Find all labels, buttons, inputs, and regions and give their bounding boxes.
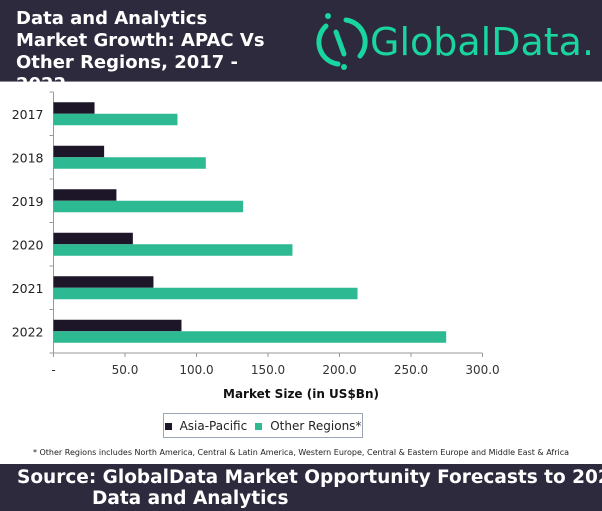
bar-asia-pacific-2019 <box>53 189 117 201</box>
x-tick-label: - <box>51 363 55 377</box>
y-tick-label: 2020 <box>12 237 44 252</box>
x-tick-label: 150.0 <box>251 363 285 377</box>
bar-asia-pacific-2017 <box>53 102 95 114</box>
legend-item-other-regions: Other Regions* <box>255 419 361 433</box>
bar-chart: 2017 2018 2019 2020 2021 2022 - 50.0 100.0 150.0 2… <box>12 91 500 377</box>
bar-other-regions-2021 <box>53 287 358 300</box>
bar-other-regions-2020 <box>53 244 293 256</box>
source-footer: Source: GlobalData Market Opportunity Fo… <box>0 464 602 511</box>
legend-item-asia-pacific: Asia-Pacific <box>164 419 247 433</box>
y-tick-label: 2021 <box>12 281 44 296</box>
y-tick-label: 2018 <box>12 150 44 165</box>
legend-swatch-other-regions <box>255 422 263 430</box>
source-line-2: Data and Analytics <box>92 488 289 509</box>
bar-asia-pacific-2021 <box>53 276 154 288</box>
globaldata-logo: GlobalData. <box>316 13 594 70</box>
logo-text: GlobalData. <box>370 20 594 64</box>
bar-asia-pacific-2022 <box>53 319 182 332</box>
x-tick-label: 300.0 <box>465 363 499 377</box>
bar-asia-pacific-2020 <box>53 232 133 245</box>
x-axis-label: Market Size (in US$Bn) <box>223 387 379 401</box>
bar-other-regions-2017 <box>53 113 178 126</box>
y-tick-label: 2019 <box>12 194 44 209</box>
x-tick-label: 100.0 <box>179 363 213 377</box>
bar-other-regions-2018 <box>53 157 206 169</box>
source-line-1: Source: GlobalData Market Opportunity Fo… <box>17 467 602 488</box>
bar-other-regions-2022 <box>53 331 447 343</box>
x-tick-label: 250.0 <box>394 363 428 377</box>
y-tick-label: 2022 <box>12 324 44 339</box>
bar-asia-pacific-2018 <box>53 145 105 158</box>
legend: Asia-Pacific Other Regions* <box>163 413 363 438</box>
legend-swatch-asia-pacific <box>164 422 172 430</box>
x-tick-label: 200.0 <box>322 363 356 377</box>
bar-other-regions-2019 <box>53 200 244 213</box>
footnote: * Other Regions includes North America, … <box>32 448 570 457</box>
y-tick-label: 2017 <box>12 107 44 122</box>
chart-title: Data and Analytics Market Growth: APAC V… <box>16 8 265 95</box>
header: Data and Analytics Market Growth: APAC V… <box>0 0 602 95</box>
x-tick-label: 50.0 <box>112 363 139 377</box>
